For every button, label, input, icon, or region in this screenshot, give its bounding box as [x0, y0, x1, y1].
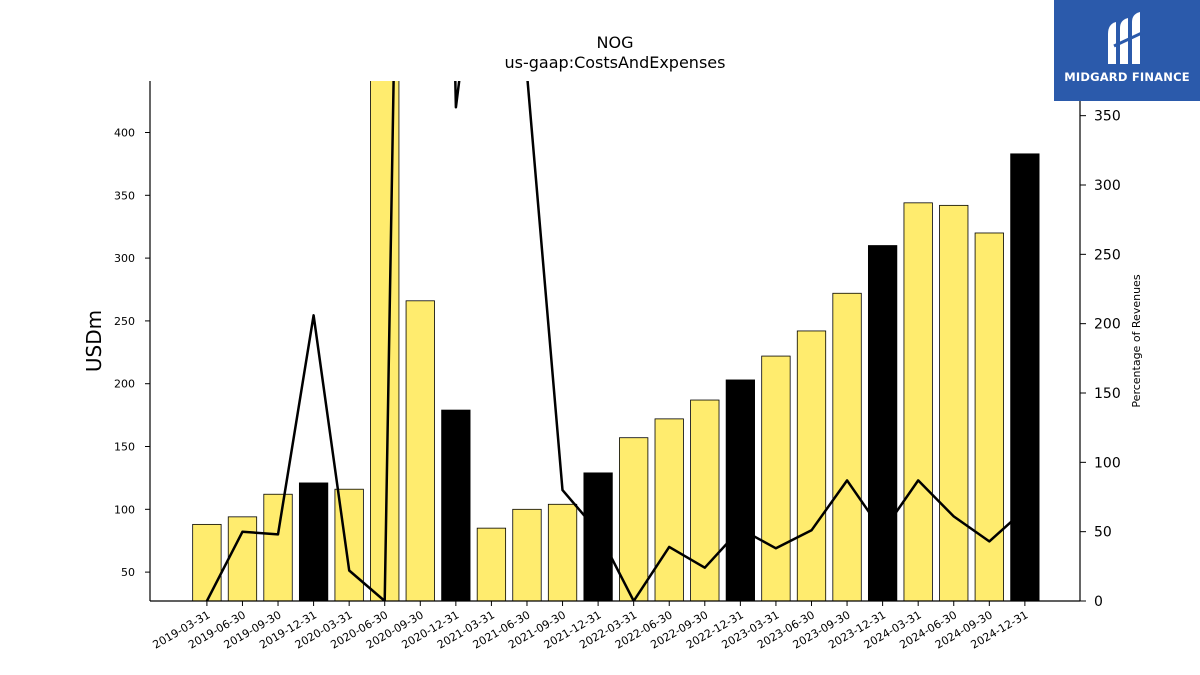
bars [193, 76, 1039, 601]
bar-2022-09-30 [691, 400, 719, 601]
bar-2022-12-31 [726, 380, 754, 601]
chart: NOG us-gaap:CostsAndExpenses USDm Percen… [0, 0, 1200, 675]
y2-tick-label-100: 100 [1094, 455, 1121, 471]
midgard-logo-icon [1104, 8, 1150, 68]
bar-2024-12-31 [1011, 154, 1039, 601]
bar-2024-06-30 [940, 205, 968, 601]
y2-tick-label-300: 300 [1094, 178, 1121, 194]
line-series [207, 0, 1025, 601]
bar-2023-12-31 [868, 246, 896, 601]
y-tick-label-50: 50 [121, 566, 135, 579]
chart-title: NOG [597, 33, 634, 52]
logo: MIDGARD FINANCE [1054, 0, 1200, 101]
bar-2024-03-31 [904, 203, 932, 601]
y2-axis-label: Percentage of Revenues [1130, 274, 1143, 407]
bar-2021-12-31 [584, 473, 612, 601]
y-tick-label-400: 400 [114, 126, 135, 139]
bar-2021-03-31 [477, 528, 505, 601]
bar-2019-03-31 [193, 524, 221, 601]
y-tick-label-300: 300 [114, 252, 135, 265]
percentage-line [207, 0, 1025, 601]
bar-2022-03-31 [619, 438, 647, 601]
y2-tick-label-0: 0 [1094, 594, 1103, 610]
bar-2020-06-30 [370, 76, 398, 601]
bar-2024-09-30 [975, 233, 1003, 601]
y-tick-label-250: 250 [114, 315, 135, 328]
y2-tick-label-200: 200 [1094, 317, 1121, 333]
bar-2021-09-30 [548, 504, 576, 601]
y2-tick-label-50: 50 [1094, 525, 1112, 541]
bar-2023-06-30 [797, 331, 825, 601]
bar-2023-03-31 [762, 356, 790, 601]
y-axis-label: USDm [82, 310, 106, 372]
y-tick-label-200: 200 [114, 378, 135, 391]
y2-tick-label-250: 250 [1094, 247, 1121, 263]
y2-tick-label-350: 350 [1094, 109, 1121, 125]
y-tick-label-350: 350 [114, 189, 135, 202]
bar-2019-06-30 [228, 517, 256, 601]
y-tick-label-150: 150 [114, 441, 135, 454]
y-tick-label-100: 100 [114, 503, 135, 516]
bar-2019-12-31 [299, 483, 327, 601]
bar-2020-09-30 [406, 301, 434, 601]
bar-2021-06-30 [513, 509, 541, 601]
bar-2023-09-30 [833, 293, 861, 601]
bar-2020-12-31 [442, 410, 470, 601]
y2-tick-label-150: 150 [1094, 386, 1121, 402]
bar-2019-09-30 [264, 494, 292, 601]
logo-text: MIDGARD FINANCE [1054, 70, 1200, 84]
bar-2022-06-30 [655, 419, 683, 601]
chart-subtitle: us-gaap:CostsAndExpenses [505, 53, 726, 72]
